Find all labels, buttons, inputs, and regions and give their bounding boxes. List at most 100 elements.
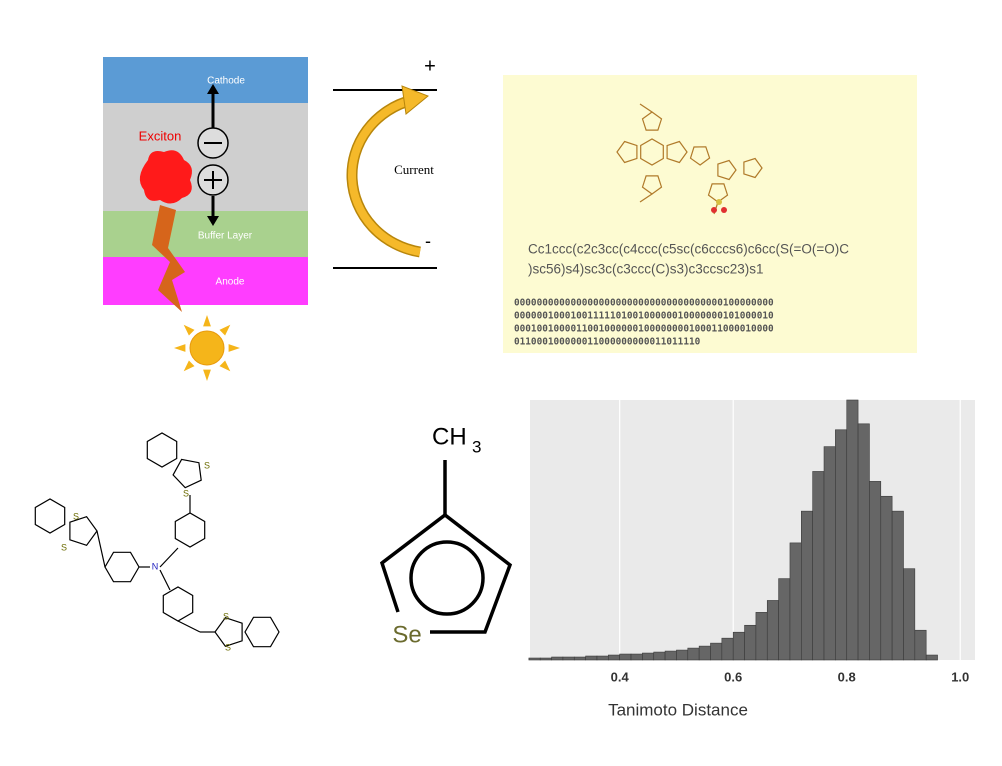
histogram-bar bbox=[925, 654, 938, 661]
histogram-bar bbox=[812, 471, 825, 661]
histogram-bar bbox=[869, 481, 882, 661]
structure-atom bbox=[716, 199, 722, 205]
sun-ray bbox=[219, 324, 231, 336]
structure-atom bbox=[711, 207, 717, 213]
sun-ray bbox=[174, 344, 186, 352]
current-arrowhead bbox=[401, 85, 429, 115]
x-axis-label: Tanimoto Distance bbox=[608, 700, 748, 719]
histogram-bar bbox=[687, 647, 700, 661]
dithiole-ring bbox=[214, 616, 243, 648]
bond bbox=[159, 569, 171, 591]
sun-ray bbox=[183, 360, 195, 372]
exciton-label: Exciton bbox=[139, 128, 182, 143]
smiles-line: )sc56)s4)sc3c(c3ccc(C)s3)c3ccsc23)s1 bbox=[528, 262, 764, 277]
fingerprint-line: 0001001000011001000000100000000100011000… bbox=[514, 324, 774, 335]
histogram-bar bbox=[642, 652, 655, 661]
fingerprint-line: 0000001000100111110100100000010000000101… bbox=[514, 311, 774, 322]
bond bbox=[96, 530, 106, 568]
atom-label: S bbox=[223, 611, 229, 621]
bond bbox=[177, 620, 201, 633]
arrow-head bbox=[207, 84, 219, 94]
dithiole-ring bbox=[69, 515, 98, 547]
structure-ring bbox=[616, 140, 638, 164]
dithiole-ring bbox=[172, 458, 202, 489]
structure-ring bbox=[641, 111, 663, 131]
histogram-bar bbox=[630, 653, 643, 661]
atom-label: S bbox=[73, 511, 79, 521]
histogram-bar bbox=[903, 568, 916, 661]
benzene-ring bbox=[174, 512, 206, 548]
histogram-bar bbox=[573, 656, 586, 661]
histogram-bar bbox=[744, 624, 757, 661]
histogram-bar bbox=[676, 649, 689, 661]
histogram-bar bbox=[596, 655, 609, 661]
x-tick-label: 1.0 bbox=[951, 669, 969, 684]
histogram-bar bbox=[778, 578, 791, 661]
structure-ring bbox=[666, 140, 688, 164]
histogram-bar bbox=[664, 650, 677, 661]
histogram-bar bbox=[608, 654, 620, 661]
benzene-ring bbox=[104, 551, 140, 583]
histogram-bar bbox=[721, 637, 734, 661]
cathode-layer bbox=[103, 57, 308, 103]
fingerprint-line: 0000000000000000000000000000000000000100… bbox=[514, 298, 774, 309]
buffer-layer bbox=[103, 211, 308, 257]
atom-label: S bbox=[183, 488, 189, 498]
layer-label: Cathode bbox=[207, 76, 245, 87]
histogram-bar bbox=[789, 542, 802, 661]
histogram-bar bbox=[562, 656, 575, 661]
structure-ring bbox=[641, 175, 663, 195]
plus-label: + bbox=[424, 55, 436, 77]
histogram-bar bbox=[801, 510, 813, 661]
histogram-bar bbox=[732, 631, 745, 661]
histogram-bar bbox=[914, 629, 927, 661]
structure-bond bbox=[639, 103, 653, 113]
histogram-bar bbox=[698, 645, 711, 661]
methyl-label: CH bbox=[432, 423, 467, 450]
sun-ray bbox=[183, 324, 195, 336]
histogram-bar bbox=[823, 446, 836, 661]
x-tick-label: 0.8 bbox=[838, 669, 856, 684]
histogram-bar bbox=[653, 651, 666, 661]
anode-layer bbox=[103, 257, 308, 305]
methyl-subscript: 3 bbox=[472, 437, 481, 456]
lightning bbox=[152, 205, 185, 312]
arrow-head bbox=[207, 216, 219, 226]
histogram-bar bbox=[835, 429, 848, 661]
aromatic-circle bbox=[409, 540, 485, 616]
structure-atom bbox=[721, 207, 727, 213]
x-tick-label: 0.4 bbox=[611, 669, 630, 684]
smiles-line: Cc1ccc(c2c3cc(c4ccc(c5sc(c6cccs6)c6cc(S(… bbox=[528, 242, 849, 257]
benzene-ring bbox=[34, 498, 66, 534]
histogram-bar bbox=[585, 655, 598, 661]
histogram-bar bbox=[539, 657, 552, 661]
current-arc-fill bbox=[348, 96, 421, 256]
layer-label: Buffer Layer bbox=[198, 231, 253, 242]
fingerprint-line: 011000100000011000000000011011110 bbox=[514, 337, 701, 348]
sun-ray bbox=[228, 344, 240, 352]
histogram-bar bbox=[619, 653, 632, 661]
bond bbox=[159, 547, 179, 568]
current-label: Current bbox=[394, 162, 434, 177]
active-layer bbox=[103, 103, 308, 211]
structure-ring bbox=[743, 157, 763, 179]
minus-label: - bbox=[425, 231, 431, 251]
atom-label: N bbox=[152, 561, 159, 571]
histogram-bar bbox=[857, 423, 870, 661]
atom-label: S bbox=[225, 642, 231, 652]
histogram-bar bbox=[766, 600, 779, 661]
sun bbox=[189, 330, 225, 366]
atom-label: S bbox=[204, 460, 210, 470]
histogram-bar bbox=[755, 612, 768, 661]
histogram-bar bbox=[528, 657, 541, 661]
layer-label: Anode bbox=[216, 277, 245, 288]
smiles-panel bbox=[503, 75, 917, 353]
structure-ring bbox=[640, 138, 664, 166]
exciton-blob bbox=[139, 150, 192, 204]
histogram-bar bbox=[891, 510, 904, 661]
histogram-bar bbox=[551, 656, 564, 661]
structure-bond bbox=[639, 193, 653, 203]
x-tick-label: 0.6 bbox=[724, 669, 742, 684]
histogram-bar bbox=[710, 642, 723, 661]
